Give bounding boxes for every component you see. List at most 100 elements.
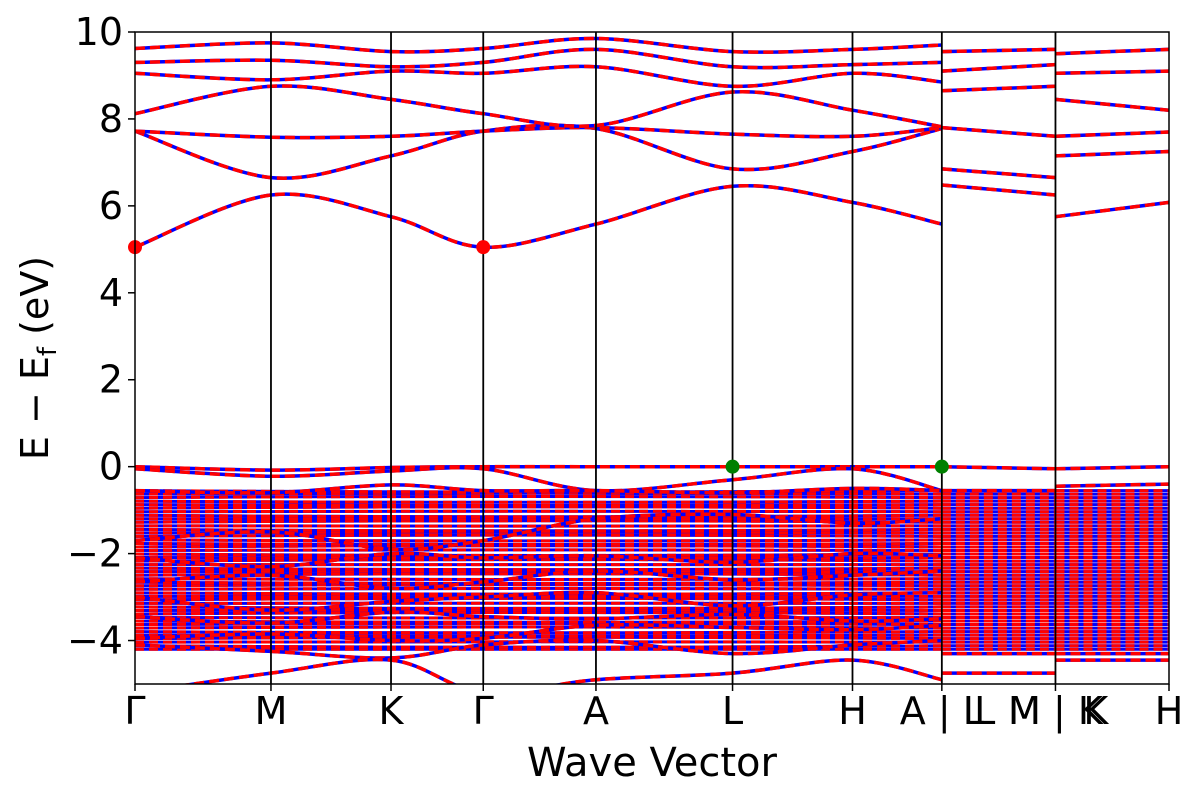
band-line-spin-down [941, 47, 1056, 54]
x-tick-label: Γ [124, 689, 145, 733]
valence-band-line [135, 580, 942, 585]
valence-band-line [135, 558, 942, 563]
valence-band-line-dashed [135, 611, 942, 616]
valence-band-line-dashed [135, 615, 942, 620]
valence-band-line-dashed [135, 503, 942, 508]
valence-band-line-dashed [135, 577, 942, 582]
valence-band-line [135, 538, 942, 543]
valence-band-line [135, 566, 942, 572]
valence-band-line [135, 577, 942, 582]
band-line-spin-down [1055, 464, 1169, 471]
band-line-spin-down [135, 84, 943, 129]
band-line-spin-down [941, 125, 1056, 139]
valence-band-line-dashed [135, 533, 942, 538]
band-line-spin-down [1055, 97, 1169, 112]
band-line-spin-down [135, 464, 942, 472]
x-tick-label: L [722, 689, 743, 733]
band-line-spin-down [1055, 47, 1169, 56]
band-line-spin-down [135, 512, 942, 552]
valence-band-line-dashed [135, 625, 942, 630]
y-tick-label: 0 [99, 445, 123, 489]
band-line-spin-up [135, 84, 943, 129]
valence-band-line-dashed [135, 586, 942, 591]
y-tick-label: 6 [99, 184, 123, 228]
valence-band-line [135, 505, 942, 510]
band-line-spin-down [1055, 200, 1169, 219]
band-line-spin-down [135, 610, 942, 625]
band-line-spin-down [1055, 69, 1169, 76]
vbm-marker [725, 459, 740, 474]
band-line-spin-down [181, 657, 943, 684]
band-edge-markers [128, 240, 949, 474]
x-tick-label: H [1155, 689, 1184, 733]
band-line-spin-down [1055, 130, 1169, 139]
band-line-spin-down [135, 36, 942, 54]
high-symmetry-lines [270, 32, 1057, 684]
valence-band-line [135, 513, 942, 519]
valence-band-line-dashed [135, 513, 942, 519]
y-tick-label: −2 [67, 532, 123, 576]
y-tick-label: −4 [67, 619, 123, 663]
band-line-spin-down [941, 183, 1056, 197]
y-axis-ticks: −4 −2 0 2 4 6 8 10 [67, 10, 135, 663]
valence-band-line-dashed [135, 583, 942, 588]
band-line-spin-down [941, 464, 1056, 471]
band-line-spin-up [135, 123, 943, 180]
valence-band-line-dashed [135, 635, 942, 641]
y-tick-label: 2 [99, 358, 123, 402]
x-tick-label: K [1083, 689, 1109, 733]
band-line-spin-down [135, 590, 942, 612]
x-tick-label: M | K [1008, 689, 1104, 734]
valence-band-line-dashed [135, 558, 942, 563]
band-line-spin-down [941, 62, 1056, 73]
y-tick-label: 8 [99, 97, 123, 141]
y-axis-label: E − Ef (eV) [13, 256, 63, 460]
band-line-spin-up [135, 36, 942, 54]
valence-band-line-dashed [135, 527, 942, 533]
valence-band-line-dashed [135, 544, 942, 549]
band-line-spin-down [135, 64, 942, 89]
band-line-spin-down [135, 123, 943, 180]
valence-band-line-dashed [135, 591, 942, 596]
band-line-spin-down [135, 569, 942, 591]
band-line-spin-down [135, 623, 942, 643]
valence-band-line [135, 541, 942, 546]
valence-band-line-dashed [135, 580, 942, 585]
y-axis-label-sub: f [33, 346, 63, 356]
band-line-spin-down [135, 183, 943, 249]
valence-band-line-dashed [135, 538, 942, 543]
valence-band-line-dashed [135, 548, 942, 553]
cbm-marker [476, 240, 491, 255]
valence-band-line [135, 533, 942, 538]
band-line-spin-down [135, 638, 942, 660]
y-tick-label: 4 [99, 271, 123, 315]
x-tick-label: A | L [900, 689, 984, 734]
valence-band-line [135, 499, 942, 504]
x-tick-label: H [838, 689, 867, 733]
x-axis-label: Wave Vector [527, 740, 778, 786]
valence-band-line-dashed [135, 630, 942, 635]
band-line-spin-up [135, 64, 942, 89]
x-tick-label: K [379, 689, 405, 733]
valence-band-line [135, 611, 942, 616]
y-axis-label-unit: (eV) [13, 256, 57, 347]
x-tick-label: M [255, 689, 288, 733]
valence-band-line-dashed [135, 541, 942, 546]
valence-band-line-dashed [135, 566, 942, 572]
valence-band-line [135, 495, 942, 500]
valence-band-line [135, 548, 942, 553]
valence-band-line-dashed [135, 505, 942, 510]
x-tick-label: A [583, 689, 609, 733]
x-tick-label: M [1008, 689, 1041, 733]
y-axis-label-main: E − E [13, 356, 57, 460]
plot-area [135, 36, 1169, 684]
plot-frame [134, 31, 1170, 685]
valence-band-line-dashed [135, 495, 942, 500]
valence-band-line-dashed [135, 499, 942, 504]
band-line-spin-down [135, 47, 942, 70]
x-tick-label: Γ [473, 689, 494, 733]
band-line-spin-down [135, 551, 942, 569]
band-line-spin-down [135, 465, 943, 493]
